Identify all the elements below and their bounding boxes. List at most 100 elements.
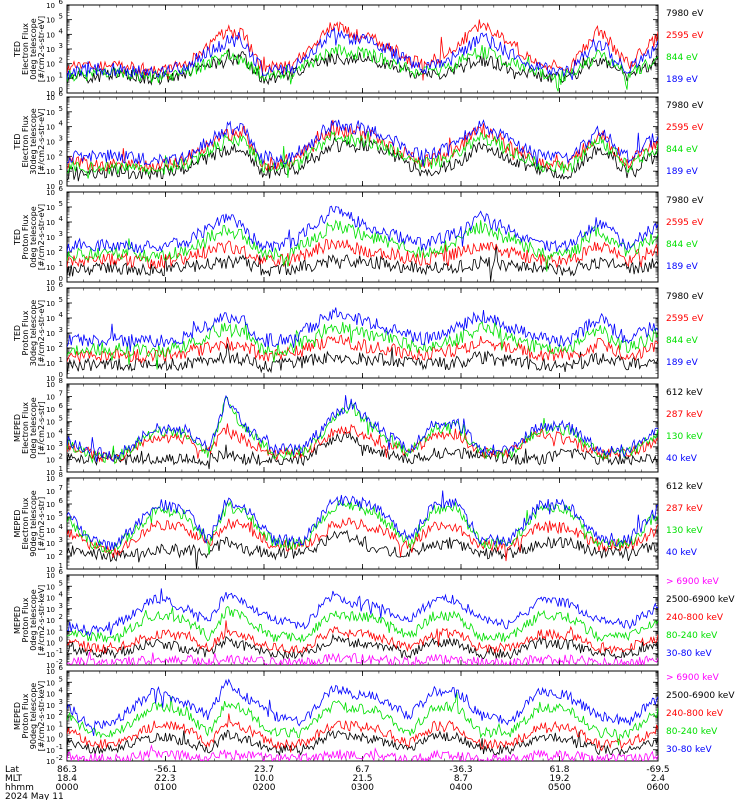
series-line-80-240-kev	[67, 606, 658, 644]
y-tick-exponent: 4	[59, 27, 64, 35]
y-tick-label: 10	[46, 668, 55, 676]
panel-1: 10 0 10 1 10 2 10 3 10 4 10 5 10 6 TEDElectron Flux0de…	[13, 0, 704, 98]
y-tick-label: 10	[46, 572, 55, 580]
y-axis-label-line: [#/cm2-s-str]	[37, 497, 46, 550]
y-tick-label: 10	[46, 189, 55, 197]
y-tick-exponent: 2	[59, 341, 63, 349]
lat-tick-label: 6.7	[355, 765, 369, 775]
y-axis-label-line: Proton Flux	[21, 214, 30, 259]
y-tick-exponent: 5	[59, 296, 63, 304]
y-tick-label: 10	[46, 595, 55, 603]
lat-tick-label: -56.1	[154, 765, 177, 775]
y-tick-label: 10	[46, 204, 55, 212]
y-axis-label: MEPEDElectron Flux90deg telescope[#/cm2-…	[13, 490, 46, 557]
y-tick-label: 10	[46, 583, 55, 591]
y-tick-exponent: 2	[59, 57, 63, 65]
y-axis-label-line: 30deg telescope	[29, 300, 38, 367]
series-group	[67, 678, 658, 761]
panel-frame	[66, 477, 659, 570]
legend-entry: 240-800 keV	[666, 709, 724, 719]
legend-entry: 844 eV	[666, 53, 699, 63]
y-tick-label: 10	[46, 330, 55, 338]
y-axis-label-line: Electron Flux	[21, 23, 30, 75]
panel-5: 10 1 10 2 10 3 10 4 10 5 10 6 10 7 10 8 MEPEDElectron Fl…	[13, 377, 703, 477]
series-group	[67, 588, 658, 665]
mlt-tick-label: 19.2	[549, 774, 569, 784]
legend-entry: 7980 eV	[666, 101, 704, 111]
y-tick-label: 10	[46, 381, 55, 389]
y-axis-label: TEDElectron Flux0deg telescope[#/cm2-s-s…	[13, 16, 46, 82]
y-axis-label: TEDElectron Flux30deg telescope[#/cm2-s-…	[13, 108, 46, 175]
legend-entry: 40 keV	[666, 548, 698, 558]
series-line-189-ev	[67, 119, 658, 169]
y-tick-label: 10	[46, 94, 55, 102]
legend-entry: 2595 eV	[666, 314, 704, 324]
lat-tick-label: -36.3	[449, 765, 472, 775]
series-group	[67, 19, 658, 92]
mlt-tick-label: 22.3	[155, 774, 175, 784]
series-line-240-800-kev	[67, 713, 658, 753]
y-tick-label: 10	[46, 679, 55, 687]
y-axis-label-line: 0deg telescope	[29, 206, 38, 267]
y-tick-exponent: 4	[59, 120, 64, 128]
y-tick-label: 10	[46, 394, 55, 402]
time-tick-label: 0400	[450, 783, 473, 793]
y-tick-exponent: 2	[59, 245, 63, 253]
series-line-7980-ev	[67, 48, 658, 86]
legend-entry: 189 eV	[666, 167, 699, 177]
y-tick-exponent: 4	[59, 215, 64, 223]
y-tick-label: 10	[46, 566, 55, 574]
y-tick-label: 10	[46, 691, 55, 699]
y-tick-exponent: 1	[59, 164, 63, 172]
y-tick-exponent: 1	[59, 624, 63, 632]
panel-frame	[66, 383, 659, 473]
y-tick-exponent: 6	[59, 90, 64, 98]
legend-entry: 287 keV	[666, 504, 703, 514]
y-tick-exponent: 3	[59, 326, 63, 334]
y-tick-exponent: 4	[59, 591, 64, 599]
y-tick-exponent: 7	[59, 484, 63, 492]
y-axis-label: TEDProton Flux30deg telescope[#/cm2-s-st…	[13, 300, 46, 367]
y-axis-label-line: TED	[13, 325, 22, 342]
y-axis-label-line: 0deg telescope	[29, 589, 38, 650]
legend-entry: 80-240 keV	[666, 631, 718, 641]
y-tick-label: 10	[46, 2, 55, 10]
series-line-40-kev	[67, 490, 658, 550]
y-tick-label: 10	[46, 713, 55, 721]
y-tick-label: 10	[46, 249, 55, 257]
y-tick-exponent: 1	[59, 356, 63, 364]
y-tick-exponent: 6	[59, 664, 64, 672]
legend-entry: 189 eV	[666, 262, 699, 272]
x-row-label: Lat	[5, 765, 20, 775]
y-tick-label: 10	[46, 747, 55, 755]
y-axis-label-line: 0deg telescope	[29, 397, 38, 458]
y-tick-label: 10	[46, 527, 55, 535]
y-tick-label: 10	[46, 702, 55, 710]
y-tick-exponent: 0	[59, 86, 63, 94]
series-line-612-kev	[67, 529, 658, 569]
y-tick-label: 10	[46, 628, 55, 636]
legend-entry: 7980 eV	[666, 196, 704, 206]
panel-6: 10 1 10 2 10 3 10 4 10 5 10 6 10 7 10 8 MEPEDElectron Fl…	[13, 471, 703, 574]
panel-frame	[66, 96, 659, 187]
legend-entry: 40 keV	[666, 454, 698, 464]
y-tick-exponent: 4	[59, 427, 64, 435]
lat-tick-label: 23.7	[254, 765, 274, 775]
legend-entry: 30-80 keV	[666, 745, 712, 755]
panel-frame	[66, 670, 659, 762]
y-tick-label: 10	[46, 285, 55, 293]
legend-entry: 2595 eV	[666, 31, 704, 41]
x-row-label: MLT	[5, 774, 23, 784]
y-tick-exponent: 1	[59, 720, 63, 728]
legend-entry: 80-240 keV	[666, 727, 718, 737]
mlt-tick-label: 8.7	[454, 774, 468, 784]
legend-entry: 844 eV	[666, 240, 699, 250]
y-tick-label: 10	[46, 75, 55, 83]
y-tick-exponent: 5	[59, 415, 63, 423]
y-tick-exponent: 0	[59, 636, 63, 644]
series-group	[67, 119, 658, 182]
y-tick-label: 10	[46, 139, 55, 147]
legend-entry: 612 keV	[666, 482, 703, 492]
